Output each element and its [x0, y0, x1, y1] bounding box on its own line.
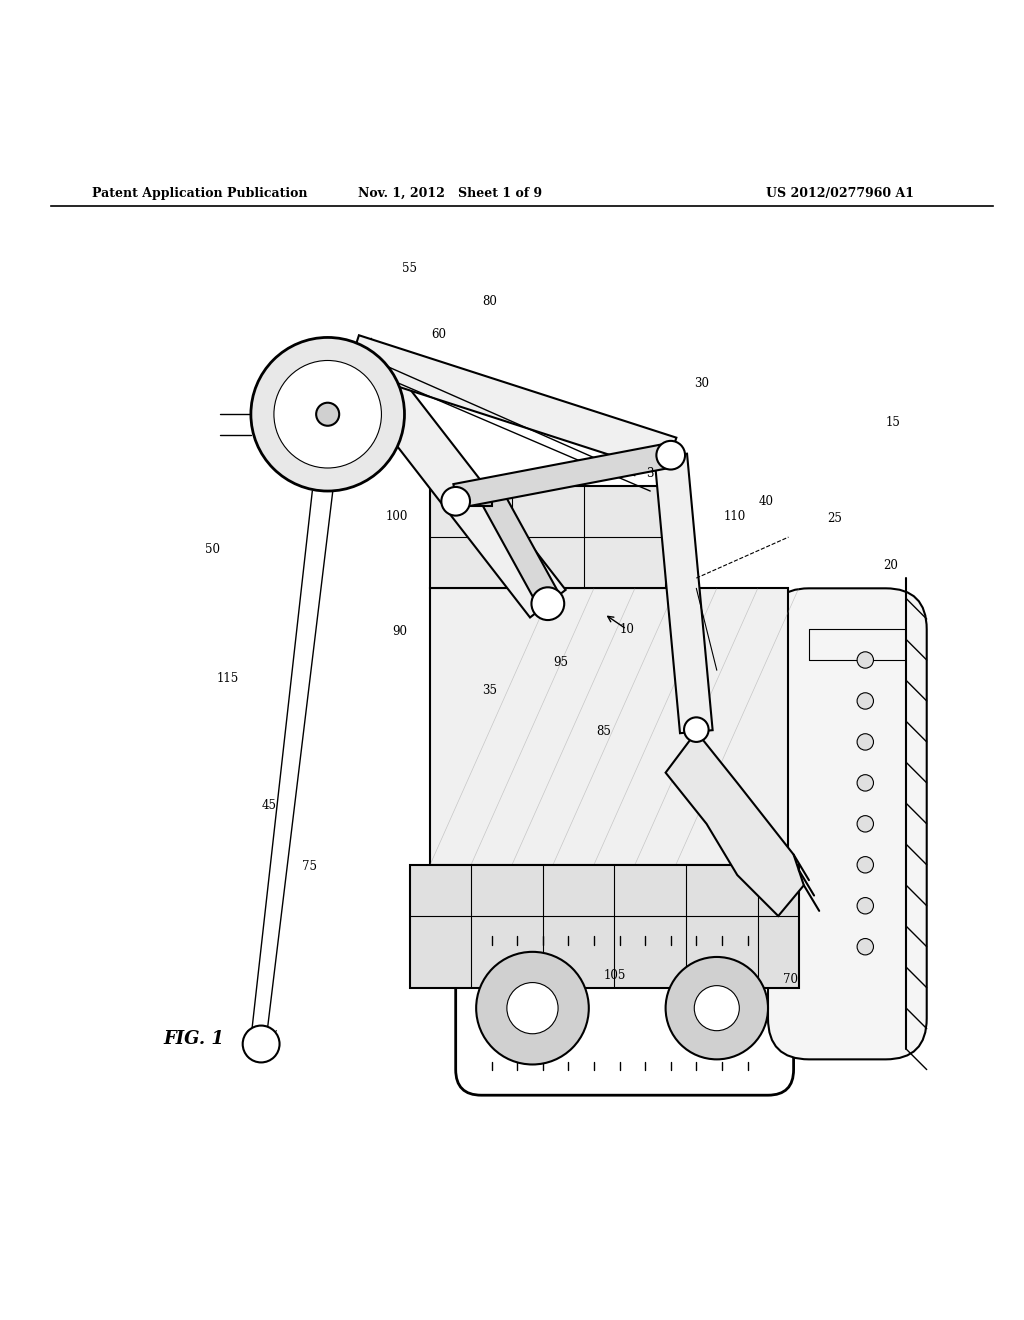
Text: 80: 80 [482, 296, 497, 308]
Text: 75: 75 [302, 861, 316, 874]
Circle shape [684, 717, 709, 742]
Circle shape [274, 360, 381, 469]
Polygon shape [347, 335, 677, 473]
Text: 40: 40 [759, 495, 773, 508]
Circle shape [857, 652, 873, 668]
Text: 60: 60 [431, 327, 445, 341]
Circle shape [857, 693, 873, 709]
Circle shape [441, 487, 470, 516]
FancyBboxPatch shape [768, 589, 927, 1060]
Polygon shape [430, 486, 666, 589]
Text: Patent Application Publication: Patent Application Publication [92, 186, 307, 199]
Text: 25: 25 [827, 512, 842, 525]
Polygon shape [430, 589, 788, 865]
Polygon shape [666, 731, 804, 916]
Polygon shape [410, 865, 799, 987]
Text: 100: 100 [386, 510, 409, 523]
Text: 3: 3 [646, 467, 654, 480]
Circle shape [666, 957, 768, 1060]
Circle shape [507, 982, 558, 1034]
Text: 35: 35 [482, 684, 497, 697]
Text: 55: 55 [402, 263, 417, 276]
Text: 15: 15 [886, 416, 900, 429]
Circle shape [857, 816, 873, 832]
Polygon shape [454, 444, 673, 508]
Text: 115: 115 [216, 672, 239, 685]
Circle shape [857, 857, 873, 873]
Circle shape [316, 403, 339, 426]
Circle shape [694, 986, 739, 1031]
Text: FIG. 1: FIG. 1 [164, 1030, 224, 1048]
Text: 105: 105 [603, 969, 626, 982]
Circle shape [476, 952, 589, 1064]
Text: US 2012/0277960 A1: US 2012/0277960 A1 [766, 186, 913, 199]
Text: 110: 110 [724, 510, 746, 523]
Text: 50: 50 [206, 543, 220, 556]
Polygon shape [654, 454, 713, 733]
Text: 30: 30 [694, 378, 709, 389]
Circle shape [857, 939, 873, 954]
Polygon shape [456, 486, 492, 507]
Text: 85: 85 [597, 725, 611, 738]
Text: 95: 95 [554, 656, 568, 668]
Circle shape [531, 587, 564, 620]
Circle shape [857, 775, 873, 791]
Circle shape [857, 898, 873, 913]
Polygon shape [480, 490, 559, 605]
Circle shape [656, 441, 685, 470]
Polygon shape [336, 339, 565, 618]
Text: 70: 70 [783, 973, 798, 986]
Circle shape [251, 338, 404, 491]
Text: 90: 90 [392, 624, 407, 638]
Text: 10: 10 [620, 623, 634, 636]
Text: 20: 20 [884, 560, 898, 573]
Circle shape [857, 734, 873, 750]
Circle shape [243, 1026, 280, 1063]
Text: Nov. 1, 2012   Sheet 1 of 9: Nov. 1, 2012 Sheet 1 of 9 [358, 186, 543, 199]
FancyBboxPatch shape [435, 512, 497, 553]
Text: 45: 45 [262, 799, 276, 812]
